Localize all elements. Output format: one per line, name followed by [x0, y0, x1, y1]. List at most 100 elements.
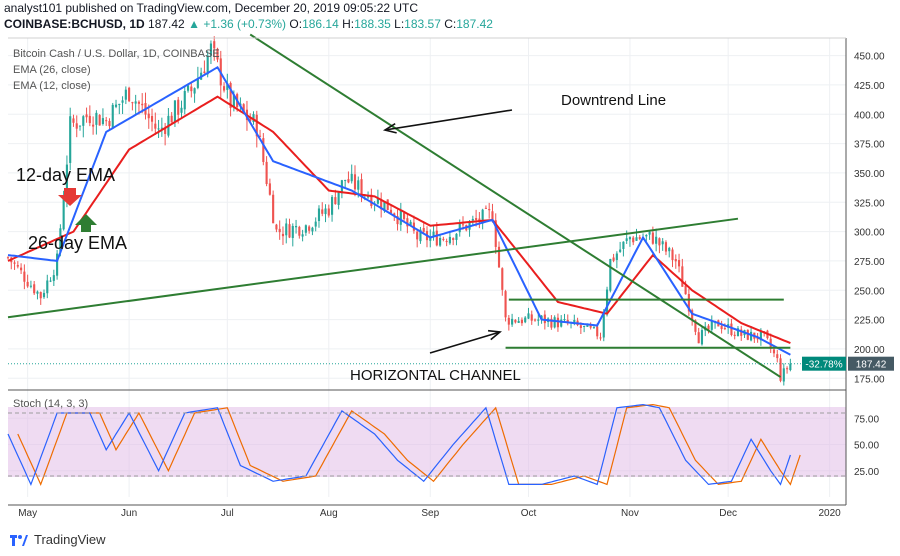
candle-body [661, 241, 664, 245]
candle-body [141, 103, 144, 106]
candle-body [396, 216, 399, 225]
candle-body [65, 164, 68, 197]
candle-body [294, 225, 298, 228]
candle-body [442, 238, 445, 240]
candle-body [707, 325, 710, 330]
legend-stoch: Stoch (14, 3, 3) [13, 398, 89, 410]
candle-body [789, 363, 792, 371]
up-arrow-icon: ▲ [188, 17, 200, 31]
candle-body [448, 236, 451, 244]
candle-body [380, 199, 383, 210]
candle-body [275, 224, 278, 230]
candle-body [285, 223, 288, 236]
arrow-head [382, 122, 397, 134]
candle-body [419, 229, 422, 242]
stoch-band [8, 407, 846, 477]
high-value: 188.35 [354, 17, 391, 31]
candle-body [511, 318, 514, 325]
candle-body [222, 86, 226, 91]
candle-body [98, 115, 101, 126]
candle-body [471, 218, 474, 221]
tradingview-brand[interactable]: TradingView [10, 532, 106, 547]
candle-body [344, 179, 347, 181]
low-value: 183.57 [404, 17, 441, 31]
candle-body [458, 223, 461, 233]
trendline [249, 33, 782, 378]
candle-body [92, 124, 95, 127]
candle-body [452, 238, 455, 240]
candle-body [367, 196, 370, 198]
y-tick-label: 400.00 [854, 110, 885, 121]
candle-body [6, 257, 10, 259]
candle-body [95, 112, 98, 125]
candle-body [111, 104, 114, 128]
axes: 175.00 200.00 225.00 250.00 275.00 300.00 325.… [8, 37, 885, 519]
candle-body [736, 328, 740, 337]
price-change: +1.36 (+0.73%) [203, 17, 287, 31]
candle-body [691, 310, 694, 320]
publish-info: analyst101 published on TradingView.com,… [4, 1, 419, 15]
candle-body [75, 123, 78, 129]
candle-body [481, 209, 484, 224]
candle-body [720, 325, 723, 330]
y-tick-label: 175.00 [854, 374, 885, 385]
candle-body [324, 208, 327, 215]
candle-body [524, 317, 527, 323]
candle-body [740, 329, 743, 336]
candle-body [311, 227, 314, 232]
candle-body [160, 127, 163, 129]
candle-body [101, 118, 104, 124]
high-label: H: [342, 17, 355, 31]
candle-body [157, 128, 160, 130]
candle-body [49, 280, 52, 282]
candle-body [583, 326, 586, 328]
candle-body [252, 114, 255, 123]
x-tick-label: Oct [521, 508, 537, 519]
x-tick-label: Aug [320, 508, 338, 519]
candle-body [314, 221, 317, 227]
y-tick-label: 450.00 [854, 52, 885, 63]
trendlines [7, 33, 791, 378]
y-tick-label: 250.00 [854, 286, 885, 297]
x-tick-label: Jun [121, 508, 137, 519]
candle-body [376, 197, 379, 204]
x-tick-label: 2020 [819, 508, 842, 519]
candle-body [386, 199, 389, 211]
pct-change-tag [802, 356, 846, 371]
candle-body [772, 349, 776, 354]
candle-body [399, 210, 402, 225]
candle-body [347, 179, 350, 183]
y-tick-label: 275.00 [854, 257, 885, 268]
candle-body [13, 262, 16, 264]
candle-body [651, 232, 654, 244]
legend-ema12: EMA (12, close) [13, 80, 91, 92]
candle-body [746, 329, 749, 340]
candle-body [389, 209, 393, 214]
candle-body [69, 116, 72, 163]
candle-body [154, 123, 157, 129]
candle-body [52, 275, 55, 281]
candle-body [589, 325, 592, 328]
candle-body [723, 328, 726, 330]
candle-body [190, 86, 193, 92]
candle-body [648, 231, 651, 235]
candle-body [196, 78, 199, 88]
candle-body [632, 237, 635, 243]
y-tick-label: 300.00 [854, 228, 885, 239]
candle-body [475, 218, 478, 220]
candle-body [170, 115, 173, 123]
candle-body [186, 85, 190, 91]
ema26-up-marker [75, 214, 97, 232]
downtrend-label: Downtrend Line [561, 92, 667, 109]
candle-body [321, 209, 324, 214]
stoch-y-tick-label: 50.00 [854, 441, 879, 452]
candle-body [432, 231, 435, 236]
ema26-label: 26-day EMA [28, 233, 128, 253]
candle-body [229, 83, 232, 108]
candle-body [360, 179, 363, 197]
tradingview-logo-icon [10, 533, 28, 547]
candle-body [664, 242, 668, 252]
candle-body [527, 313, 530, 319]
candle-body [553, 317, 556, 328]
